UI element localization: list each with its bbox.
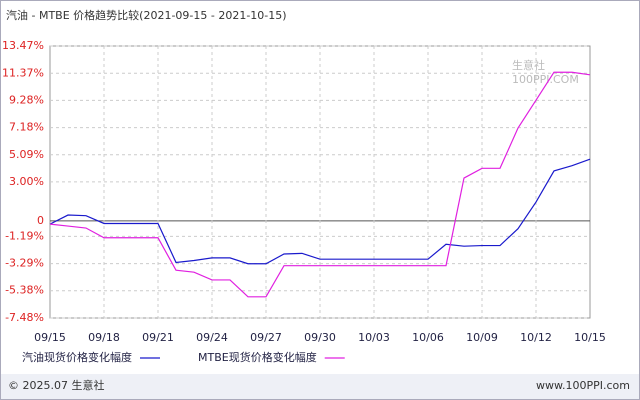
x-tick-label: 09/21 <box>142 331 174 344</box>
x-tick-label: 10/12 <box>520 331 552 344</box>
y-tick-label: -3.29% <box>5 257 44 270</box>
footer-right: www.100PPI.com <box>536 379 630 392</box>
watermark: 100PPI.COM <box>512 73 579 86</box>
x-tick-label: 10/09 <box>466 331 498 344</box>
legend-label: 汽油现货价格变化幅度 <box>22 350 132 364</box>
y-tick-label: 5.09% <box>9 148 44 161</box>
y-tick-label: 3.00% <box>9 175 44 188</box>
y-tick-label: -5.38% <box>5 284 44 297</box>
footer-bar <box>1 374 639 399</box>
y-tick-label: -1.19% <box>5 229 44 242</box>
series-line <box>49 158 591 265</box>
x-tick-label: 10/03 <box>358 331 390 344</box>
y-tick-label: 7.18% <box>9 121 44 134</box>
x-tick-label: 10/06 <box>412 331 444 344</box>
chart-title: 汽油 - MTBE 价格趋势比较(2021-09-15 - 2021-10-15… <box>6 8 287 22</box>
y-tick-label: 13.47% <box>2 39 44 52</box>
x-tick-label: 09/18 <box>88 331 120 344</box>
y-tick-label: 0 <box>37 214 44 227</box>
x-tick-label: 09/15 <box>34 331 66 344</box>
x-tick-label: 10/15 <box>574 331 606 344</box>
x-tick-label: 09/30 <box>304 331 336 344</box>
x-tick-label: 09/27 <box>250 331 282 344</box>
x-tick-label: 09/24 <box>196 331 228 344</box>
y-tick-label: -7.48% <box>5 311 44 324</box>
y-tick-label: 9.28% <box>9 93 44 106</box>
series-line <box>49 71 591 298</box>
footer-left: © 2025.07 生意社 <box>8 378 104 392</box>
watermark: 生意社 <box>512 58 545 72</box>
y-tick-label: 11.37% <box>2 66 44 79</box>
legend-label: MTBE现货价格变化幅度 <box>198 350 317 364</box>
